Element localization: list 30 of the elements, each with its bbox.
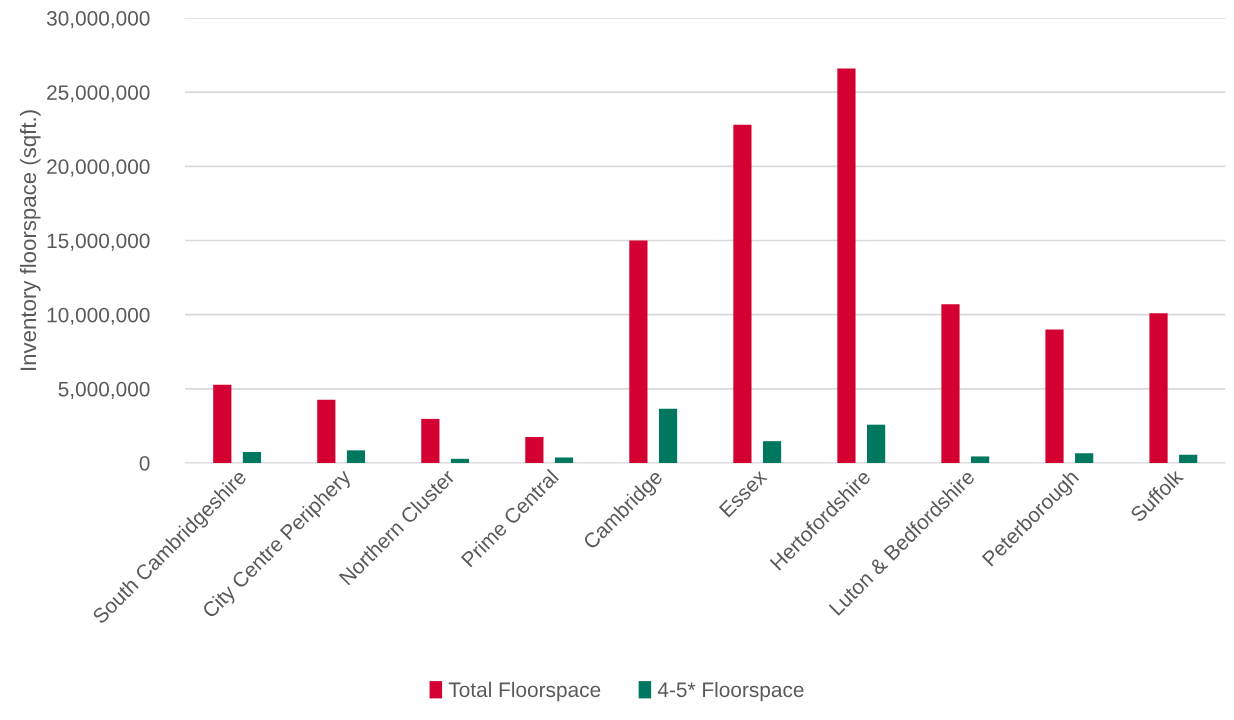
y-tick-label: 10,000,000	[47, 307, 150, 325]
y-tick-label: 15,000,000	[47, 233, 150, 251]
bar	[837, 68, 856, 463]
bar	[421, 418, 440, 463]
bar	[1149, 313, 1168, 463]
bar	[346, 450, 366, 463]
bar	[525, 437, 544, 463]
legend-label: Total Floorspace	[448, 681, 601, 702]
bar	[317, 399, 336, 463]
bar	[242, 451, 262, 463]
y-axis-title: Inventory floorspace (sqft.)	[19, 110, 41, 370]
bar	[450, 458, 470, 463]
legend-label: 4-5* Floorspace	[657, 681, 804, 702]
bar	[1045, 329, 1064, 463]
bar	[971, 456, 990, 463]
bar	[658, 408, 678, 463]
bar	[762, 441, 782, 463]
y-tick-label: 5,000,000	[58, 381, 150, 400]
bar	[213, 384, 232, 463]
y-tick-label: 25,000,000	[47, 85, 150, 103]
y-tick-label: 30,000,000	[46, 11, 150, 29]
y-tick-label: 0	[139, 455, 150, 471]
bar	[629, 240, 648, 463]
bar	[941, 304, 960, 463]
bar	[554, 457, 574, 463]
bar	[1179, 454, 1198, 463]
bar	[1075, 453, 1094, 463]
bar	[733, 124, 752, 463]
bar	[866, 424, 886, 463]
y-tick-label: 20,000,000	[47, 159, 150, 177]
